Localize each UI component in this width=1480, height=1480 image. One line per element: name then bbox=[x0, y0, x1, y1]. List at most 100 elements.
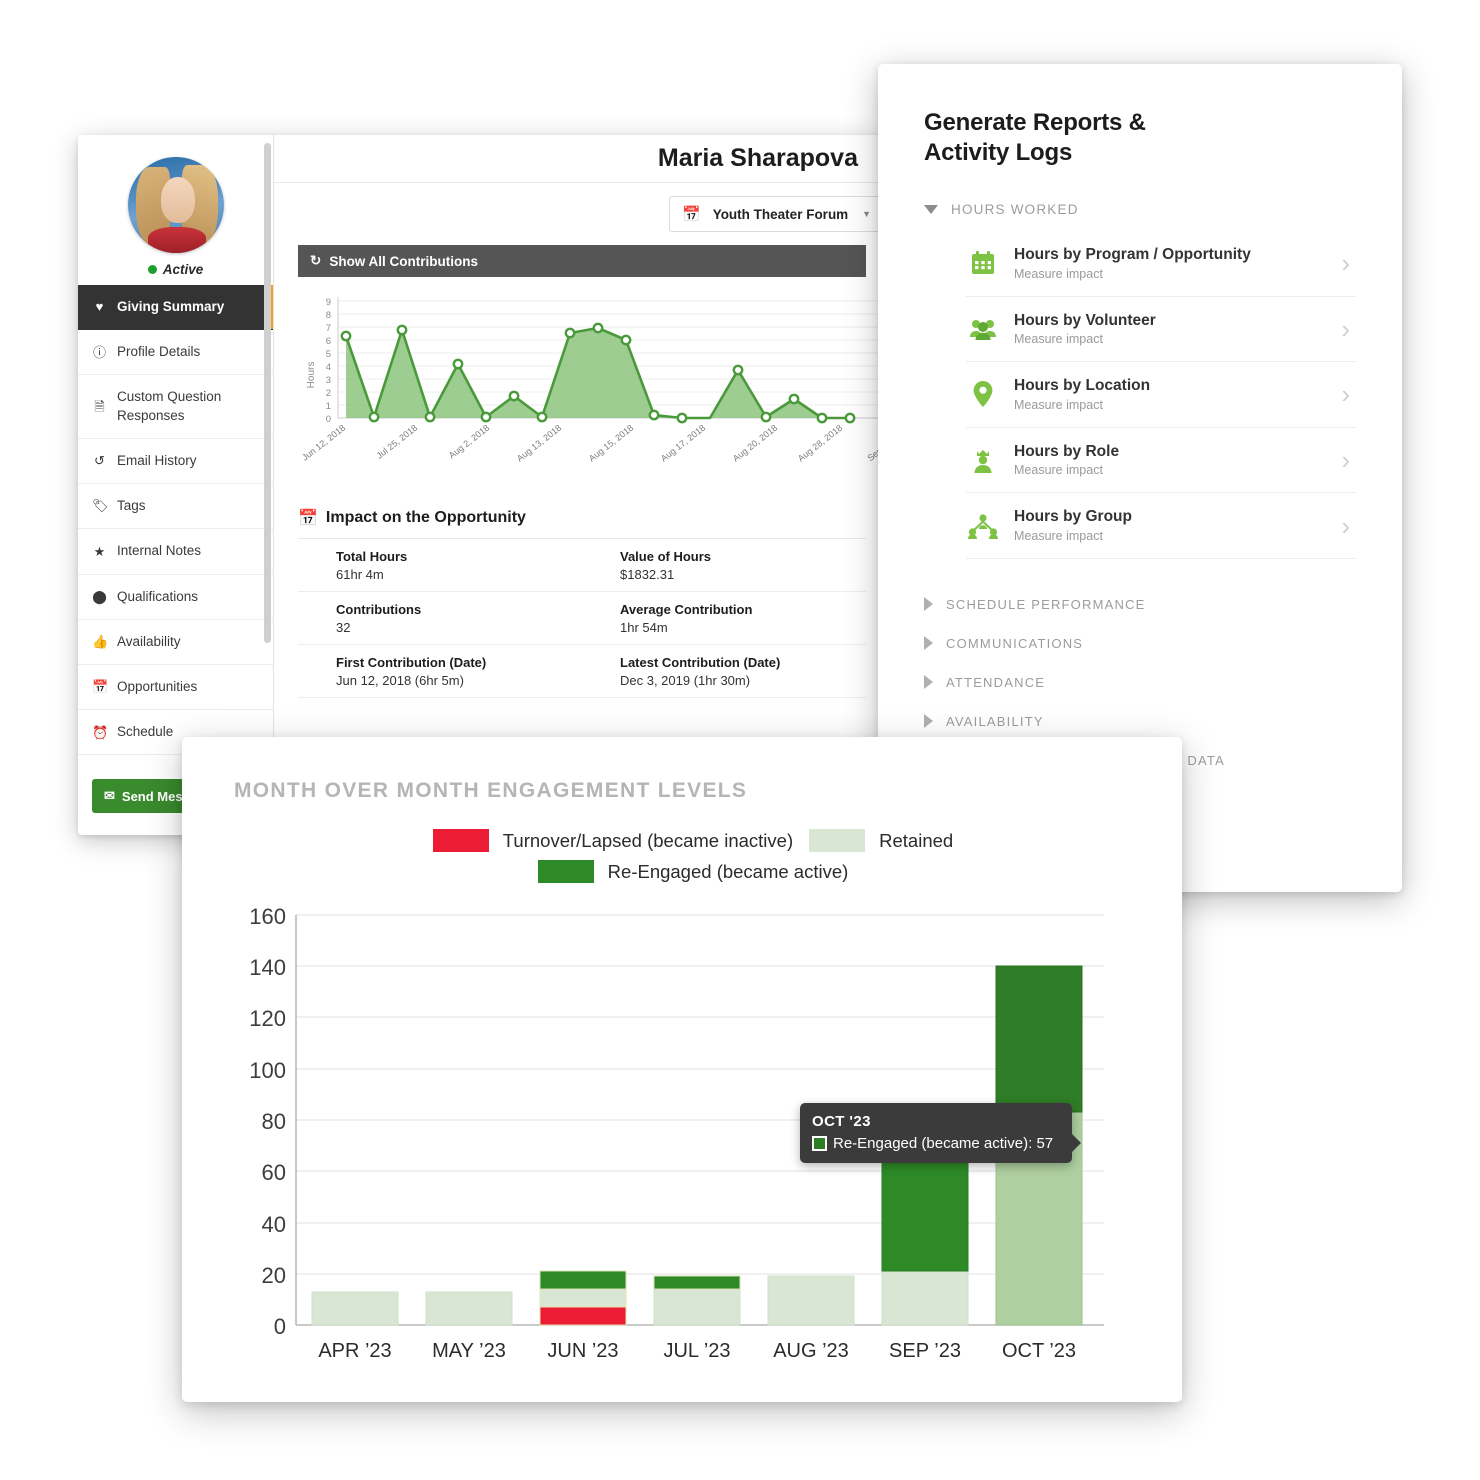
org-chart-icon bbox=[968, 513, 998, 539]
report-item-subtitle: Measure impact bbox=[1014, 332, 1103, 347]
bar-group-apr[interactable] bbox=[311, 1291, 399, 1326]
sidebar-item-label: Giving Summary bbox=[117, 299, 225, 314]
impact-row: Total Hours 61hr 4m Value of Hours $1832… bbox=[298, 539, 866, 592]
crown-person-icon bbox=[968, 446, 998, 474]
calendar-icon: 📅 bbox=[298, 510, 318, 527]
report-item-hours-by-location[interactable]: Hours by Location Measure impact › bbox=[966, 362, 1356, 428]
group-header-schedule-performance[interactable]: SCHEDULE PERFORMANCE bbox=[924, 585, 1356, 624]
sidebar-item-internal-notes[interactable]: ★ Internal Notes bbox=[78, 529, 273, 575]
document-icon: 🗎 bbox=[94, 398, 105, 414]
legend-row: Turnover/Lapsed (became inactive) Retain… bbox=[234, 829, 1152, 852]
data-points bbox=[340, 322, 856, 424]
sidebar-item-profile-details[interactable]: ⓘ Profile Details bbox=[78, 330, 273, 376]
group-header-hours-worked[interactable]: HOURS WORKED bbox=[924, 202, 1356, 217]
report-item-hours-by-program[interactable]: Hours by Program / Opportunity Measure i… bbox=[966, 231, 1356, 297]
impact-key: Latest Contribution (Date) bbox=[620, 655, 781, 670]
legend-item-reengaged[interactable]: Re-Engaged (became active) bbox=[537, 860, 848, 883]
legend-item-retained[interactable]: Retained bbox=[809, 829, 953, 852]
report-item-text: Hours by Group Measure impact bbox=[1014, 508, 1325, 543]
sidebar-item-giving-summary[interactable]: ♥ Giving Summary bbox=[78, 285, 273, 331]
bar-group-jul[interactable] bbox=[653, 1275, 741, 1326]
group-header-label: COMMUNICATIONS bbox=[946, 635, 1084, 651]
history-icon: ↺ bbox=[94, 453, 105, 469]
group-header-attendance[interactable]: ATTENDANCE bbox=[924, 663, 1356, 702]
bar-group-jun[interactable] bbox=[539, 1270, 627, 1326]
svg-text:8: 8 bbox=[326, 310, 331, 321]
sidebar-item-custom-question-responses[interactable]: 🗎 Custom Question Responses bbox=[78, 375, 273, 439]
x-tick-label: Aug 20, 2018 bbox=[731, 423, 779, 464]
bar-group-may[interactable] bbox=[425, 1291, 513, 1326]
avatar bbox=[127, 157, 224, 253]
group-header-communications[interactable]: COMMUNICATIONS bbox=[924, 624, 1356, 663]
impact-heading-label: Impact on the Opportunity bbox=[325, 509, 526, 526]
impact-key: Average Contribution bbox=[620, 602, 753, 617]
legend-swatch bbox=[809, 829, 866, 852]
x-tick-label: Aug 28, 2018 bbox=[796, 423, 844, 464]
profile-main-pane: Maria Sharapova 📅 Youth Theater Forum ▼ … bbox=[274, 135, 890, 835]
svg-text:0: 0 bbox=[326, 414, 331, 425]
report-item-title: Hours by Group bbox=[1014, 508, 1132, 526]
sidebar-item-schedule[interactable]: ⏰ Schedule bbox=[78, 710, 273, 756]
hours-area-chart: 9 8 7 6 5 4 3 2 1 0 Hours bbox=[298, 287, 890, 492]
sidebar-item-tags[interactable]: 🏷 Tags bbox=[78, 484, 273, 530]
group-header-label: AVAILABILITY bbox=[946, 713, 1044, 729]
report-item-subtitle: Measure impact bbox=[1014, 266, 1103, 281]
report-item-subtitle: Measure impact bbox=[1014, 463, 1103, 478]
chart-legend: Turnover/Lapsed (became inactive) Retain… bbox=[234, 829, 1152, 883]
sidebar-item-opportunities[interactable]: 📅 Opportunities bbox=[78, 665, 273, 711]
report-item-text: Hours by Program / Opportunity Measure i… bbox=[1014, 246, 1325, 281]
sidebar-item-email-history[interactable]: ↺ Email History bbox=[78, 439, 273, 485]
chevron-right-icon: › bbox=[1341, 313, 1350, 344]
svg-text:1: 1 bbox=[326, 401, 331, 412]
y-tick-label: 160 bbox=[249, 904, 286, 929]
x-tick-label: SEP ’23 bbox=[889, 1340, 961, 1362]
svg-text:4: 4 bbox=[326, 362, 331, 373]
sidebar-item-label: Internal Notes bbox=[117, 543, 202, 559]
impact-value: Dec 3, 2019 (1hr 30m) bbox=[620, 673, 751, 688]
impact-cell: Value of Hours $1832.31 bbox=[582, 549, 866, 582]
y-tick-label: 140 bbox=[249, 955, 286, 980]
impact-value: 32 bbox=[336, 620, 351, 635]
tag-icon: 🏷 bbox=[92, 498, 109, 514]
x-tick-label: MAY ’23 bbox=[432, 1340, 506, 1362]
sidebar-scrollbar[interactable] bbox=[264, 143, 271, 643]
report-item-hours-by-volunteer[interactable]: Hours by Volunteer Measure impact › bbox=[966, 297, 1356, 363]
svg-text:3: 3 bbox=[326, 375, 331, 386]
chevron-right-icon: › bbox=[1341, 445, 1350, 476]
sidebar-item-label: Custom Question Responses bbox=[117, 389, 222, 423]
show-all-contributions-button[interactable]: ↻ Show All Contributions bbox=[298, 245, 866, 277]
opportunity-select[interactable]: 📅 Youth Theater Forum ▼ bbox=[669, 196, 884, 232]
svg-text:6: 6 bbox=[326, 336, 331, 347]
impact-cell: First Contribution (Date) Jun 12, 2018 (… bbox=[298, 655, 582, 688]
impact-cell: Total Hours 61hr 4m bbox=[298, 549, 582, 582]
group-header-availability[interactable]: AVAILABILITY bbox=[924, 702, 1356, 741]
heart-icon: ♥ bbox=[95, 299, 104, 315]
y-tick-label: 60 bbox=[262, 1160, 286, 1185]
calendar-grid-icon bbox=[968, 250, 998, 276]
badge-icon: ⬤ bbox=[92, 588, 107, 604]
sidebar-item-availability[interactable]: 👍 Availability bbox=[78, 620, 273, 665]
x-tick-label: Aug 17, 2018 bbox=[659, 423, 707, 464]
page-title: Maria Sharapova bbox=[274, 135, 890, 183]
legend-swatch bbox=[432, 829, 489, 852]
avatar-face bbox=[160, 177, 195, 223]
opportunity-select-value: Youth Theater Forum bbox=[712, 206, 849, 222]
report-list: Hours by Program / Opportunity Measure i… bbox=[966, 231, 1356, 559]
sidebar-item-label: Opportunities bbox=[117, 678, 198, 694]
report-item-text: Hours by Location Measure impact bbox=[1014, 377, 1325, 412]
sidebar-item-label: Availability bbox=[117, 633, 181, 649]
report-item-hours-by-group[interactable]: Hours by Group Measure impact › bbox=[966, 493, 1356, 559]
group-header-label: SCHEDULE PERFORMANCE bbox=[946, 596, 1146, 612]
group-header-label: ATTENDANCE bbox=[946, 674, 1046, 690]
y-tick-label: 100 bbox=[249, 1058, 286, 1083]
sidebar-item-label: Profile Details bbox=[117, 344, 201, 360]
impact-value: 1hr 54m bbox=[620, 620, 668, 635]
x-tick-label: Jul 25, 2018 bbox=[374, 423, 419, 461]
report-item-text: Hours by Role Measure impact bbox=[1014, 443, 1325, 478]
chart-title: MONTH OVER MONTH ENGAGEMENT LEVELS bbox=[234, 779, 748, 802]
report-item-hours-by-role[interactable]: Hours by Role Measure impact › bbox=[966, 428, 1356, 494]
bar-group-aug[interactable] bbox=[767, 1275, 855, 1326]
legend-item-turnover[interactable]: Turnover/Lapsed (became inactive) bbox=[432, 829, 793, 852]
sidebar-item-qualifications[interactable]: ⬤ Qualifications bbox=[78, 575, 273, 620]
y-tick-label: 20 bbox=[262, 1263, 286, 1288]
